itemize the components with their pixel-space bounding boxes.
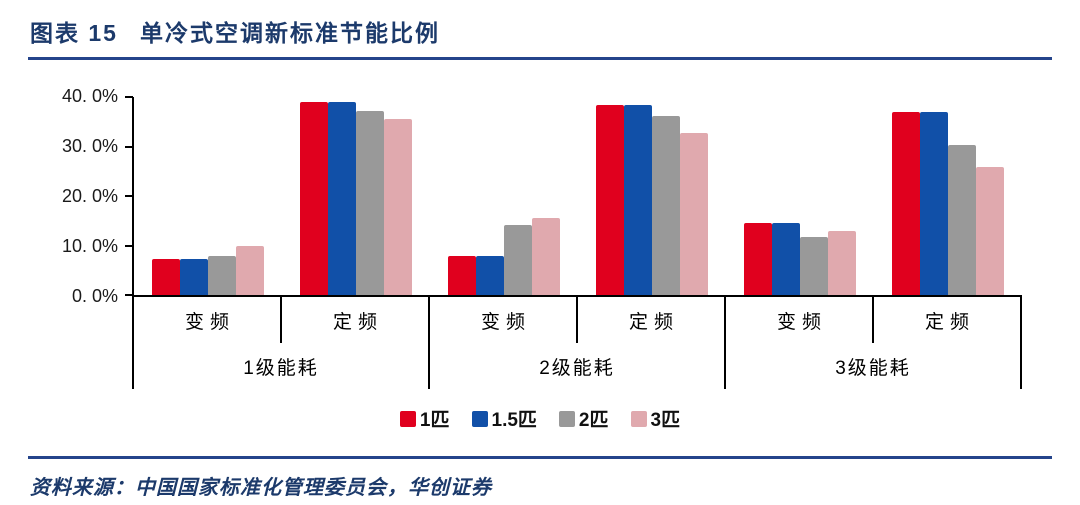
figure-title: 图表 15 单冷式空调新标准节能比例 (28, 10, 1052, 48)
legend-label: 1.5匹 (491, 410, 537, 431)
source-label: 资料来源： (30, 477, 135, 499)
bar-1匹 (300, 101, 328, 295)
x-sub-label: 定频 (282, 297, 430, 343)
x-group-label: 3级能耗 (726, 343, 1022, 389)
x-sub-label: 定频 (578, 297, 726, 343)
bar-1匹 (596, 105, 624, 295)
bar-1匹 (448, 255, 476, 295)
x-axis-sub-labels: 变频 定频 变频 定频 变频 定频 (132, 297, 1022, 343)
legend-item: 1匹 (399, 405, 450, 432)
bar-3匹 (532, 218, 560, 295)
bar-2匹 (504, 224, 532, 295)
bar-3匹 (384, 119, 412, 295)
legend-label: 1匹 (419, 410, 450, 431)
y-tick-label: 20. 0% (61, 186, 118, 207)
bar-group (134, 97, 430, 295)
legend-item: 2匹 (558, 405, 609, 432)
x-group-label: 2级能耗 (430, 343, 726, 389)
bar-2匹 (800, 236, 828, 295)
y-tick-label: 10. 0% (61, 236, 118, 257)
y-tick-label: 40. 0% (61, 86, 118, 107)
title-divider-line (28, 57, 1052, 60)
bar-3匹 (976, 167, 1004, 295)
y-tick-label: 0. 0% (71, 286, 118, 307)
bar-1匹 (892, 111, 920, 295)
figure-title-text: 单冷式空调新标准节能比例 (139, 20, 440, 46)
legend-label: 2匹 (578, 410, 609, 431)
bar-1.5匹 (624, 105, 652, 295)
bar-3匹 (236, 245, 264, 295)
x-sub-label: 变频 (726, 297, 874, 343)
legend-swatch-icon (630, 410, 647, 427)
bar-2匹 (356, 110, 384, 295)
source-text: 中国国家标准化管理委员会，华创证券 (135, 477, 492, 499)
legend-swatch-icon (399, 410, 416, 427)
x-sub-label: 变频 (430, 297, 578, 343)
bar-2匹 (652, 115, 680, 295)
x-group-label: 1级能耗 (134, 343, 430, 389)
source-divider-line (28, 456, 1052, 459)
bar-3匹 (828, 230, 856, 295)
bars-row (134, 97, 1022, 295)
bar-subgroup (282, 97, 430, 295)
bar-1.5匹 (772, 223, 800, 295)
legend-swatch-icon (471, 410, 488, 427)
y-tick-mark (125, 145, 133, 148)
plot-column: 变频 定频 变频 定频 变频 定频 1级能耗 2级能耗 3级能耗 (125, 96, 1022, 389)
bar-group (430, 97, 726, 295)
y-tick-mark (125, 294, 133, 296)
bar-2匹 (208, 256, 236, 295)
chart-legend: 1匹 1.5匹 2匹 3匹 (28, 405, 1052, 432)
y-tick-mark (125, 96, 133, 98)
bar-subgroup (874, 97, 1022, 295)
bar-1.5匹 (328, 101, 356, 295)
bar-group (726, 97, 1022, 295)
legend-item: 1.5匹 (471, 405, 537, 432)
bar-1匹 (152, 259, 180, 295)
bar-subgroup (726, 97, 874, 295)
y-axis-labels: 40. 0% 30. 0% 20. 0% 10. 0% 0. 0% (28, 86, 132, 306)
figure-number: 图表 15 (30, 20, 118, 46)
bar-1.5匹 (920, 111, 948, 295)
bar-1.5匹 (180, 259, 208, 295)
bar-3匹 (680, 133, 708, 295)
bar-subgroup (578, 97, 726, 295)
x-sub-label: 变频 (134, 297, 282, 343)
y-tick-mark (125, 195, 133, 197)
legend-item: 3匹 (630, 405, 681, 432)
plot-area (125, 96, 1022, 297)
bar-chart: 40. 0% 30. 0% 20. 0% 10. 0% 0. 0% 变频 定频 变频 定频 变频… (28, 86, 1052, 389)
legend-label: 3匹 (650, 410, 681, 431)
bar-2匹 (948, 145, 976, 295)
y-tick-mark (125, 244, 133, 247)
x-axis-group-labels: 1级能耗 2级能耗 3级能耗 (132, 343, 1022, 389)
bar-subgroup (430, 97, 578, 295)
bar-subgroup (134, 97, 282, 295)
bar-1.5匹 (476, 255, 504, 295)
legend-swatch-icon (558, 410, 575, 427)
bar-1匹 (744, 223, 772, 295)
source-note: 资料来源：中国国家标准化管理委员会，华创证券 (28, 471, 1052, 500)
x-sub-label: 定频 (874, 297, 1022, 343)
y-tick-label: 30. 0% (61, 136, 118, 157)
